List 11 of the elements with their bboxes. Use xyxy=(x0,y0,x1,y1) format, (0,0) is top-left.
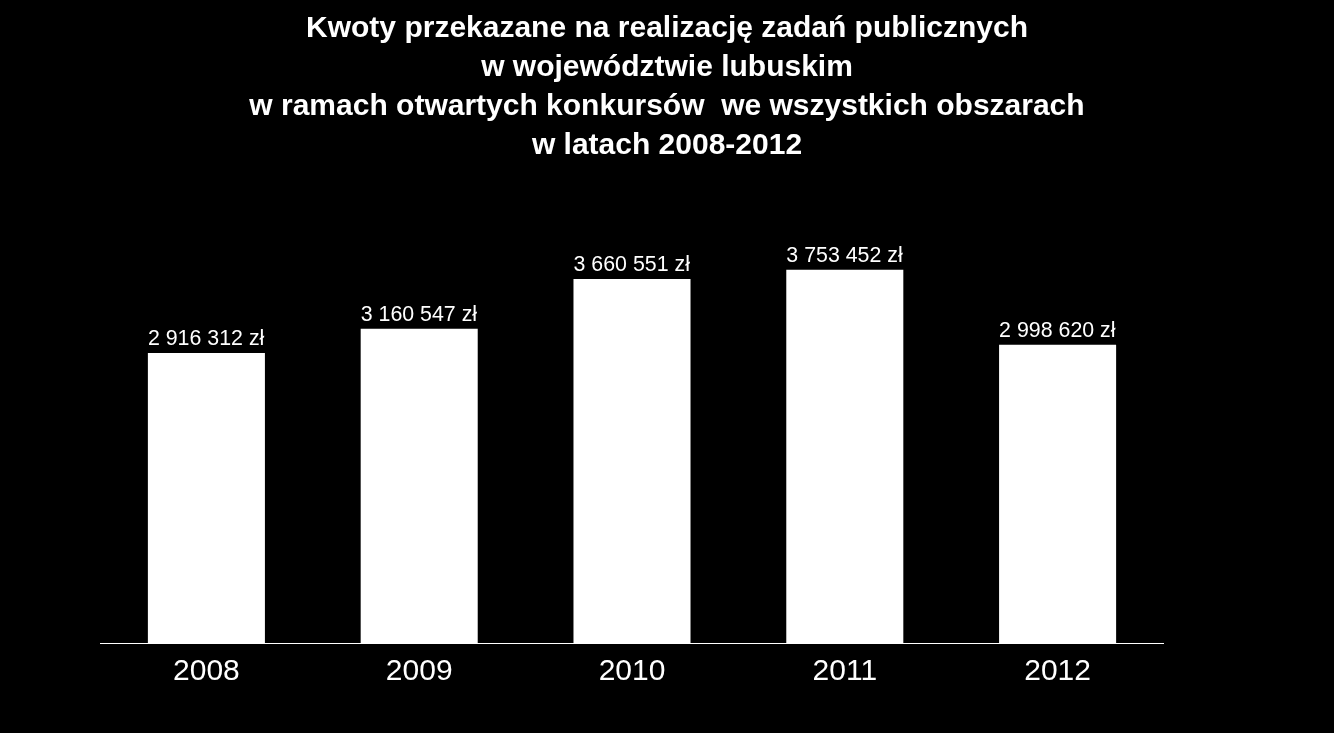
data-label: 2 916 312 zł xyxy=(147,326,265,351)
data-label: 3 160 547 zł xyxy=(360,302,478,327)
chart-title: Kwoty przekazane na realizację zadań publicznych w województwie lubuskim w ramach otwartych konkursów we wszystkich obszarach w latach 2008-2012 xyxy=(248,9,1085,160)
x-tick-label: 2011 xyxy=(812,653,878,686)
data-label: 3 753 452 zł xyxy=(786,243,903,268)
x-tick-label: 2008 xyxy=(173,653,240,686)
data-label: 2 998 620 zł xyxy=(999,318,1116,343)
x-tick-label: 2009 xyxy=(385,653,453,686)
x-tick-label: 2012 xyxy=(1024,653,1091,686)
x-tick-label: 2010 xyxy=(598,653,666,686)
data-label: 3 660 551 zł xyxy=(573,252,691,277)
